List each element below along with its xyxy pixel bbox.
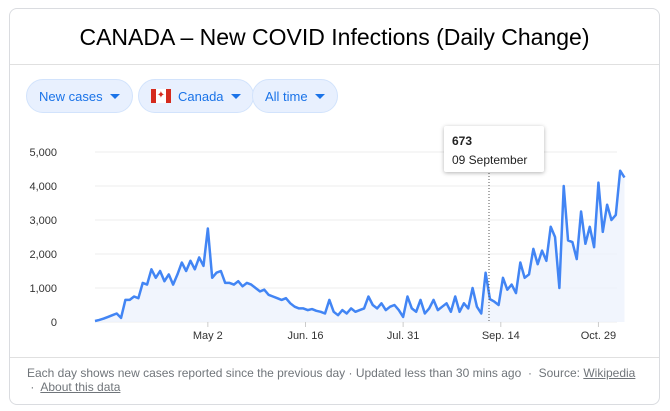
x-tick-label: Sep. 14 [482, 330, 520, 342]
caret-down-icon [109, 93, 120, 99]
tooltip: 673 09 September [444, 126, 544, 172]
x-tick-label: Jun. 16 [287, 330, 323, 342]
y-tick-label: 2,000 [29, 249, 57, 261]
wikipedia-link[interactable]: Wikipedia [583, 366, 636, 380]
x-tick-label: Oct. 29 [581, 330, 616, 342]
chart-card: CANADA – New COVID Infections (Daily Cha… [9, 8, 660, 405]
tooltip-value: 673 [452, 134, 473, 148]
footer-note: Each day shows new cases reported since … [27, 366, 522, 380]
area-fill [95, 170, 625, 322]
x-tick-label: May 2 [193, 330, 223, 342]
caret-down-icon [230, 93, 241, 99]
metric-label: New cases [39, 88, 103, 104]
y-tick-label: 1,000 [29, 283, 57, 295]
line-chart[interactable]: 0 1,000 2,000 3,000 4,000 5,000 May 2 Jun. 16 Ju… [10, 9, 660, 357]
y-tick-label: 3,000 [29, 215, 57, 227]
source-label: Source: [538, 366, 580, 380]
metric-dropdown[interactable]: New cases [26, 79, 133, 113]
y-tick-label: 0 [51, 317, 57, 329]
about-data-link[interactable]: About this data [40, 380, 121, 394]
canada-flag-icon: ✦ [151, 89, 171, 103]
footer: Each day shows new cases reported since … [10, 357, 659, 394]
page-title: CANADA – New COVID Infections (Daily Cha… [10, 9, 659, 65]
region-dropdown[interactable]: ✦ Canada [138, 79, 254, 113]
caret-down-icon [314, 93, 325, 99]
range-label: All time [265, 88, 308, 104]
region-label: Canada [178, 88, 224, 104]
range-dropdown[interactable]: All time [252, 79, 338, 113]
tooltip-date: 09 September [452, 153, 528, 167]
x-tick-label: Jul. 31 [387, 330, 419, 342]
y-tick-label: 5,000 [29, 147, 57, 159]
y-tick-label: 4,000 [29, 181, 57, 193]
